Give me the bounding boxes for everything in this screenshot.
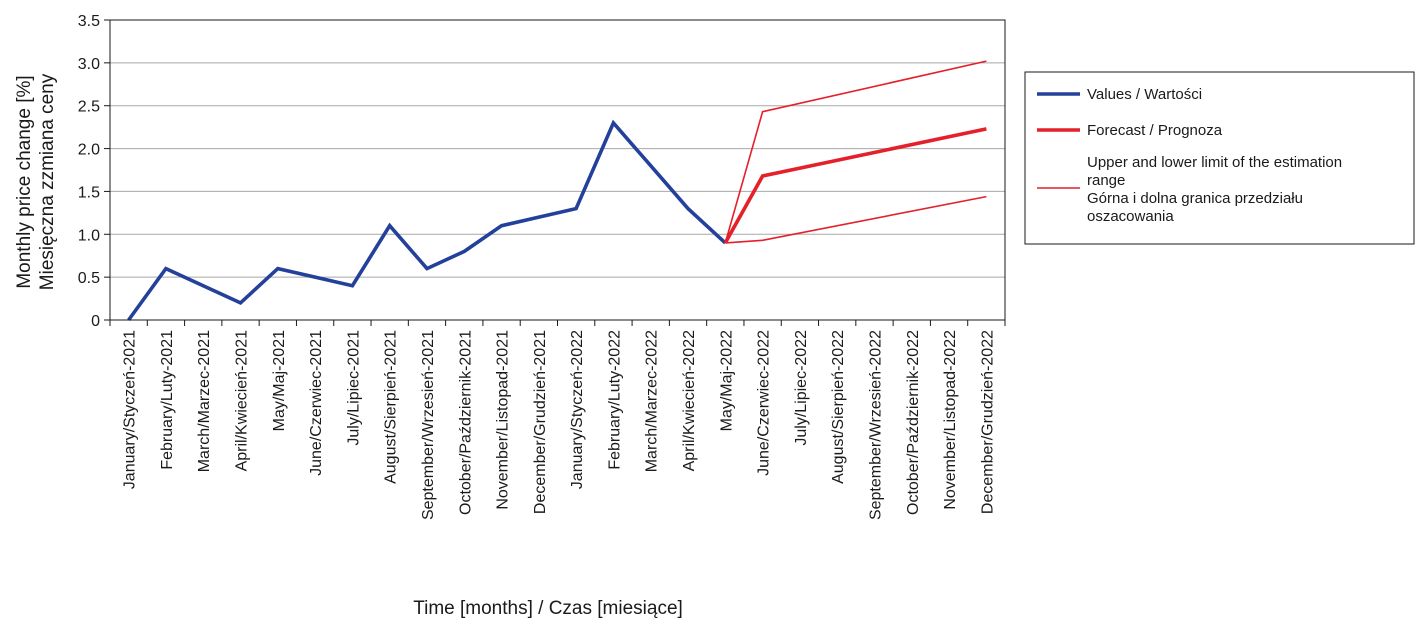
- x-tick-label: March/Marzec-2022: [644, 330, 661, 472]
- series-line-2: [724, 60, 987, 244]
- gridlines: [110, 62, 1005, 278]
- x-tick-label: July/Lipiec-2022: [793, 330, 810, 446]
- legend-label: Górna i dolna granica przedziału: [1087, 190, 1303, 207]
- x-tick-label: October/Październik-2021: [457, 330, 474, 515]
- legend-label: oszacowania: [1087, 208, 1174, 225]
- legend-label: range: [1087, 172, 1125, 189]
- legend-label: Upper and lower limit of the estimation: [1087, 154, 1342, 171]
- series-line-3: [725, 195, 987, 244]
- y-tick-label: 1.5: [78, 184, 100, 201]
- x-tick-label: September/Wrzesień-2022: [868, 330, 885, 520]
- x-tick-label: January/Styczeń-2022: [569, 330, 586, 489]
- x-tick-label: February/Luty-2022: [606, 330, 623, 470]
- series-line-0: [127, 119, 727, 322]
- legend-label: Values / Wartości: [1087, 86, 1202, 103]
- plot-frame: [104, 19, 1006, 326]
- x-tick-label: June/Czerwiec-2021: [308, 330, 325, 476]
- x-axis-title: Time [months] / Czas [miesiące]: [413, 598, 683, 619]
- x-tick-label: April/Kwiecień-2022: [681, 330, 698, 472]
- x-tick-label: November/Listopad-2022: [942, 330, 959, 510]
- x-tick-label: November/Listopad-2021: [495, 330, 512, 510]
- x-tick-label: April/Kwiecień-2021: [234, 330, 251, 472]
- y-tick-label: 2.5: [78, 99, 100, 116]
- y-tick-label: 2.0: [78, 142, 100, 159]
- x-tick-label: October/Październik-2022: [905, 330, 922, 515]
- y-tick-label: 1.0: [78, 227, 100, 244]
- y-axis-title-line-1: Monthly price change [%]: [14, 75, 35, 288]
- x-tick-labels: January/Styczeń-2021 February/Luty-2021 Ma…: [122, 330, 997, 520]
- x-tick-label: May/Maj-2021: [271, 330, 288, 431]
- x-tick-label: December/Grudzień-2022: [979, 330, 996, 514]
- x-tick-label: March/Marzec-2021: [196, 330, 213, 472]
- series-line-1: [723, 127, 987, 244]
- x-tick-label: August/Sierpień-2022: [830, 330, 847, 484]
- y-tick-label: 3.0: [78, 56, 100, 73]
- y-tick-label: 0.5: [78, 270, 100, 287]
- y-axis-title-line-2: Miesięczna zzmiana ceny: [37, 73, 58, 290]
- plot-border: [109, 19, 1006, 321]
- x-tick-label: June/Czerwiec-2022: [756, 330, 773, 476]
- x-tick-label: January/Styczeń-2021: [122, 330, 139, 489]
- x-tick-label: August/Sierpień-2021: [383, 330, 400, 484]
- x-tick-label: September/Wrzesień-2021: [420, 330, 437, 520]
- x-tick-label: May/Maj-2022: [718, 330, 735, 431]
- y-tick-label: 3.5: [78, 13, 100, 30]
- x-tick-label: February/Luty-2021: [159, 330, 176, 470]
- y-tick-label: 0: [91, 313, 100, 330]
- x-tick-label: July/Lipiec-2021: [345, 330, 362, 446]
- legend-box: [1024, 71, 1415, 245]
- y-tick-labels: 0 0.5 1.0 1.5 2.0 2.5 3.0 3.5: [78, 13, 100, 330]
- legend-label: Forecast / Prognoza: [1087, 122, 1223, 139]
- series-lines: [127, 60, 987, 322]
- legend: Values / Wartości Forecast / Prognoza Uppe…: [1024, 71, 1415, 245]
- x-tick-label: December/Grudzień-2021: [532, 330, 549, 514]
